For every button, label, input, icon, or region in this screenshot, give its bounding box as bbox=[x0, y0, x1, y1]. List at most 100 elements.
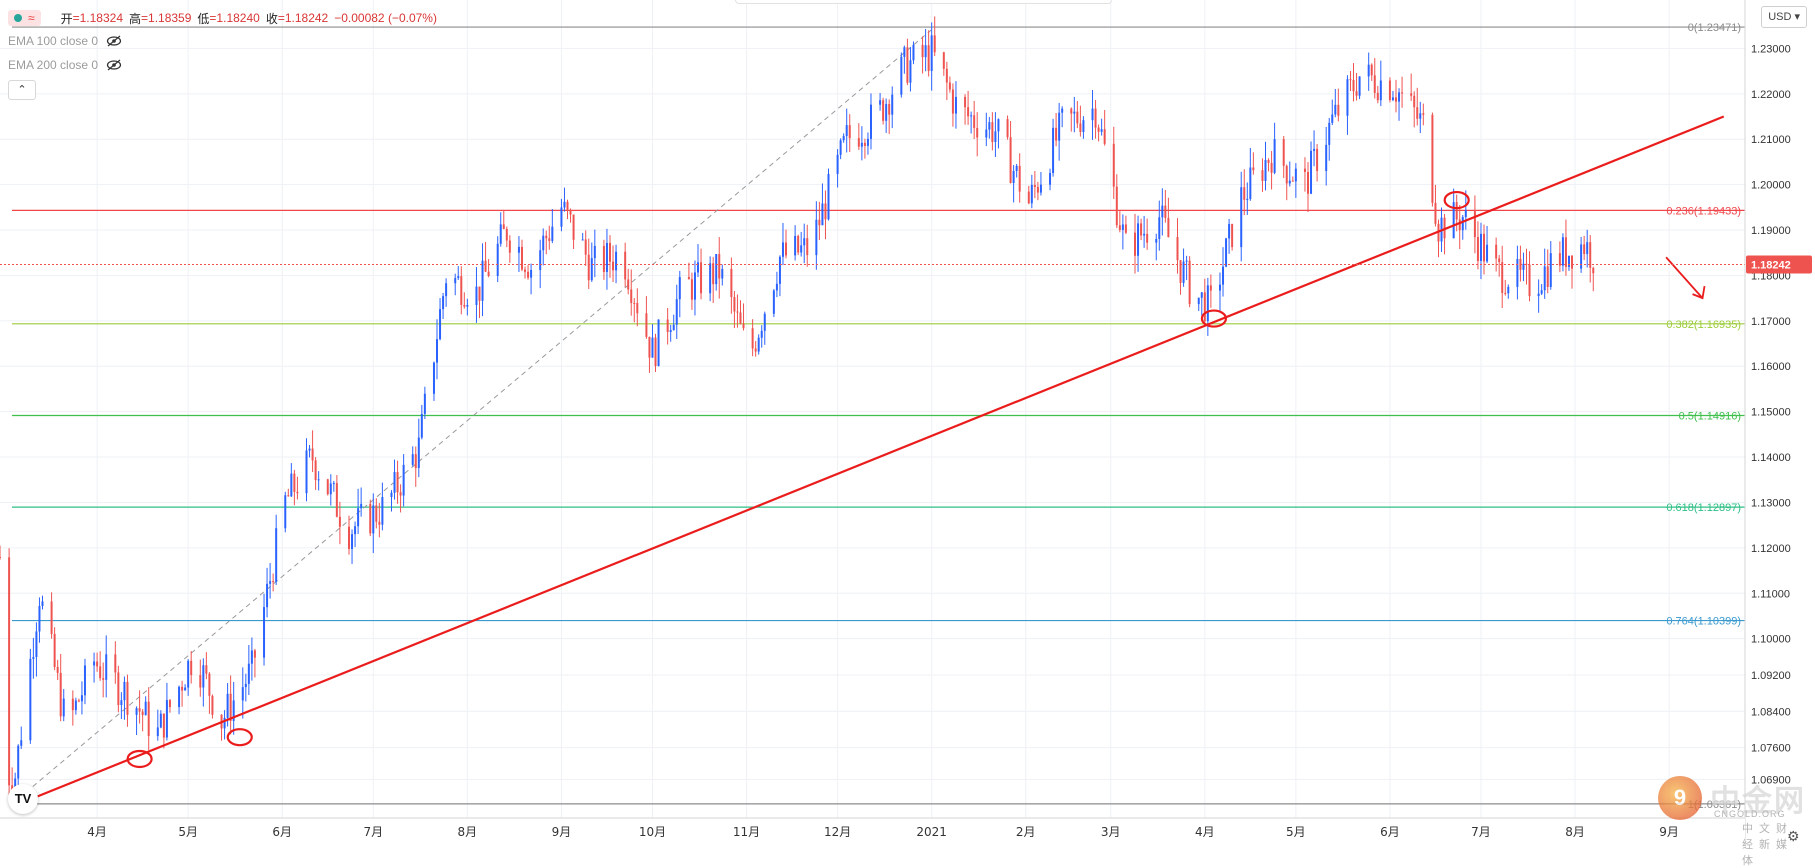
close-label: 收 bbox=[265, 11, 278, 26]
time-tick-label: 8月 bbox=[458, 825, 478, 839]
candle-body bbox=[499, 224, 502, 244]
time-tick-label: 8月 bbox=[1565, 825, 1585, 839]
candle-body bbox=[1528, 264, 1531, 297]
candle-body bbox=[1313, 148, 1316, 151]
candle-body bbox=[891, 94, 894, 115]
candle-body bbox=[964, 96, 967, 108]
candle-body bbox=[1458, 219, 1461, 231]
candle-body bbox=[924, 45, 927, 58]
candle-body bbox=[1334, 104, 1337, 115]
collapse-legend-button[interactable]: ⌃ bbox=[8, 80, 36, 100]
candle-body bbox=[806, 238, 809, 256]
top-panel-tab[interactable] bbox=[735, 0, 1112, 4]
candle-body bbox=[933, 35, 936, 53]
candle-body bbox=[1094, 108, 1097, 128]
candle-body bbox=[120, 700, 123, 706]
candle-body bbox=[484, 260, 487, 272]
candle-body bbox=[1200, 292, 1203, 298]
settings-gear-icon[interactable]: ⚙ bbox=[1787, 828, 1800, 844]
candle-body bbox=[423, 393, 426, 414]
candle-body bbox=[1264, 159, 1267, 181]
hidden-eye-icon[interactable] bbox=[106, 35, 122, 47]
time-tick-label: 10月 bbox=[639, 825, 666, 839]
candle-body bbox=[715, 254, 718, 285]
candle-body bbox=[672, 324, 675, 331]
candle-body bbox=[1476, 237, 1479, 261]
candle-body bbox=[414, 454, 417, 468]
hidden-eye-icon[interactable] bbox=[106, 59, 122, 71]
candle-body bbox=[96, 661, 99, 667]
candle-body bbox=[266, 583, 269, 608]
candle-body bbox=[1413, 95, 1416, 108]
candle-body bbox=[29, 658, 32, 741]
candle-body bbox=[393, 472, 396, 493]
candle-body bbox=[527, 271, 530, 278]
candle-body bbox=[1464, 210, 1467, 218]
candle-body bbox=[1337, 104, 1340, 116]
candle-body bbox=[1118, 225, 1121, 230]
fib-level-label: 0.618(1.12897) bbox=[1666, 502, 1741, 514]
candle-body bbox=[785, 242, 788, 256]
price-chart[interactable]: 0(1.23471) 0.236(1.19433) 0.382(1.16935) 0.… bbox=[0, 0, 1815, 849]
candle-body bbox=[1055, 127, 1058, 141]
candle-body bbox=[654, 337, 657, 366]
candle-body bbox=[927, 45, 930, 71]
chart-mode-toggle[interactable]: ≈ bbox=[8, 10, 41, 26]
tradingview-logo[interactable]: TV bbox=[8, 784, 38, 814]
candle-body bbox=[1546, 266, 1549, 287]
candle-body bbox=[857, 138, 860, 147]
candle-body bbox=[1564, 237, 1567, 267]
candle-body bbox=[690, 279, 693, 300]
candle-body bbox=[250, 650, 253, 664]
candle-body bbox=[839, 140, 842, 155]
candle-body bbox=[760, 330, 763, 338]
candle-body bbox=[1316, 148, 1319, 171]
candle-body bbox=[1134, 232, 1137, 256]
candle-body bbox=[1395, 97, 1397, 102]
time-tick-label: 7月 bbox=[363, 825, 383, 839]
candle-body bbox=[351, 534, 354, 549]
candle-body bbox=[615, 251, 618, 271]
candle-body bbox=[314, 460, 317, 481]
candle-body bbox=[247, 663, 250, 684]
candle-body bbox=[505, 228, 508, 241]
candle-body bbox=[1140, 223, 1143, 236]
candle-body bbox=[733, 297, 736, 312]
candle-body bbox=[520, 246, 523, 270]
candle-body bbox=[1495, 244, 1498, 259]
candle-body bbox=[305, 450, 308, 494]
candle-body bbox=[1176, 237, 1179, 261]
time-tick-label: 9月 bbox=[1659, 825, 1679, 839]
candle-body bbox=[763, 313, 766, 331]
candle-body bbox=[1261, 170, 1264, 181]
time-tick-label: 7月 bbox=[1471, 825, 1491, 839]
ema100-legend[interactable]: EMA 100 close 0 bbox=[8, 32, 122, 50]
ohlc-legend: ≈ 开 =1.18324 高 =1.18359 低 =1.18240 收 =1.… bbox=[8, 8, 437, 28]
candle-body bbox=[181, 686, 184, 691]
candle-body bbox=[608, 242, 611, 262]
candle-body bbox=[293, 473, 296, 492]
fib-level-label: 0.382(1.16935) bbox=[1666, 319, 1741, 331]
candle-body bbox=[930, 35, 933, 71]
candle-body bbox=[866, 138, 869, 146]
ema200-legend[interactable]: EMA 200 close 0 bbox=[8, 56, 122, 74]
price-tick-label: 1.21000 bbox=[1751, 134, 1791, 146]
candle-body bbox=[1049, 173, 1052, 185]
candle-body bbox=[1164, 205, 1167, 218]
candle-body bbox=[1346, 79, 1349, 116]
candle-body bbox=[329, 483, 332, 495]
candle-body bbox=[487, 271, 490, 276]
status-dot-icon bbox=[14, 14, 22, 22]
candle-body bbox=[967, 107, 970, 117]
candle-body bbox=[1158, 217, 1161, 239]
candle-body bbox=[1012, 170, 1015, 183]
high-value: =1.18359 bbox=[141, 11, 192, 25]
candle-body bbox=[432, 362, 435, 394]
candle-body bbox=[311, 448, 314, 461]
candle-body bbox=[1206, 285, 1209, 322]
last-price-label: 1.18242 bbox=[1751, 259, 1791, 271]
candle-body bbox=[1112, 143, 1115, 187]
candle-body bbox=[478, 286, 481, 301]
currency-selector[interactable]: USD ▾ bbox=[1761, 6, 1807, 28]
candle-body bbox=[457, 276, 460, 279]
